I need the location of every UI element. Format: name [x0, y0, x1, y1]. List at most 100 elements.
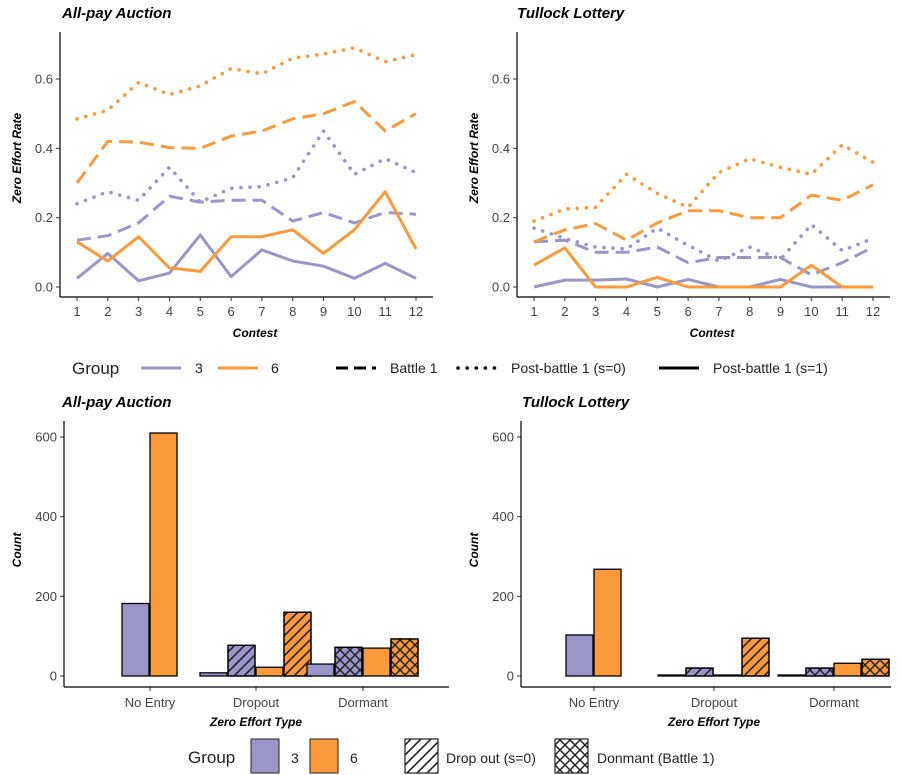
y-tick-label: 0.0: [492, 280, 510, 295]
series-line-group6-battle-1: [533, 183, 874, 244]
y-tick-label: 600: [35, 430, 57, 445]
bar-no-entry-group3: [121, 602, 150, 677]
line-panel-tullock-xlabel: Contest: [690, 326, 736, 340]
line-panel-allpay-title: All-pay Auction: [61, 5, 171, 22]
legend-bottom-swatch-crosshatch: [554, 738, 589, 774]
y-tick-label: 0.6: [35, 72, 53, 87]
x-tick-label: 8: [746, 304, 753, 319]
bar-panel-allpay-title: All-pay Auction: [61, 394, 171, 411]
x-tick-label: No Entry: [125, 695, 176, 710]
x-tick-label: Dormant: [338, 695, 388, 710]
legend-bottom-label-stripe: Drop out (s=0): [446, 750, 536, 766]
x-tick-label: 12: [866, 304, 880, 319]
y-tick-label: 0: [50, 669, 57, 684]
y-tick-label: 0.4: [492, 141, 510, 156]
line-panel-allpay-ylabel: Zero Effort Rate: [10, 112, 24, 204]
line-panel-allpay: All-pay Auction Zero Effort Rate Contest…: [10, 5, 433, 340]
x-tick-label: Dropout: [691, 695, 738, 710]
x-tick-label: 10: [804, 304, 818, 319]
line-panel-allpay-xlabel: Contest: [233, 326, 279, 340]
x-tick-label: 8: [289, 304, 296, 319]
series-line-group6-post-battle-1-s-0: [75, 45, 418, 121]
bar-panel-tullock-ylabel: Count: [467, 532, 481, 568]
bar-dropout-group6: [713, 674, 742, 677]
legend-bottom: Group 3 6 Drop out (s=0) Donmant (Battle…: [188, 738, 715, 774]
y-tick-label: 200: [492, 589, 514, 604]
bar-dormant-group6-crosshatch-overlay: [861, 658, 890, 677]
series-line-group6-battle-1: [75, 100, 417, 184]
legend-bottom-swatch-stripe: [404, 738, 439, 774]
bar-no-entry-group6: [593, 568, 622, 677]
x-tick-label: 3: [135, 304, 142, 319]
x-tick-label: 6: [684, 304, 691, 319]
x-tick-label: 4: [166, 304, 173, 319]
x-tick-label: 11: [835, 304, 849, 319]
series-line-group3-post-battle-1-s-0: [532, 222, 875, 263]
series-line-group6-post-battle-1-s-1: [76, 190, 418, 273]
bar-dormant-group3: [306, 663, 335, 677]
x-tick-label: 2: [104, 304, 111, 319]
line-panel-tullock-title: Tullock Lottery: [517, 5, 625, 22]
x-tick-label: 11: [378, 304, 392, 319]
legend-bottom-label-crosshatch: Donmant (Battle 1): [597, 750, 715, 766]
y-tick-label: 0.2: [492, 210, 510, 225]
bar-dormant-group3: [777, 674, 806, 677]
series-line-group3-post-battle-1-s-1: [76, 233, 417, 283]
x-tick-label: 12: [409, 304, 423, 319]
y-tick-label: 0.2: [35, 210, 53, 225]
x-tick-label: 1: [73, 304, 80, 319]
bar-panel-tullock-title: Tullock Lottery: [522, 394, 630, 411]
x-tick-label: 5: [654, 304, 661, 319]
x-tick-label: 4: [623, 304, 630, 319]
bar-dropout-group6-stripe-overlay: [283, 611, 312, 677]
x-tick-label: 9: [777, 304, 784, 319]
y-tick-label: 400: [492, 509, 514, 524]
y-tick-label: 200: [35, 589, 57, 604]
x-tick-label: 3: [592, 304, 599, 319]
legend-top-label-group6: 6: [271, 360, 279, 376]
legend-top-label-battle1: Battle 1: [390, 360, 438, 376]
y-tick-label: 400: [35, 509, 57, 524]
x-tick-label: 10: [347, 304, 361, 319]
bar-dropout-group6: [255, 666, 284, 677]
x-tick-label: No Entry: [569, 695, 620, 710]
legend-top-label-post-s0: Post-battle 1 (s=0): [511, 360, 626, 376]
bar-dormant-group3-crosshatch-overlay: [334, 646, 363, 677]
bar-dropout-group3: [657, 674, 686, 677]
bar-panel-allpay-xlabel: Zero Effort Type: [209, 715, 302, 729]
legend-bottom-label-group3: 3: [291, 750, 299, 766]
bar-dropout-group3-stripe-overlay: [227, 644, 256, 677]
line-panel-tullock-ylabel: Zero Effort Rate: [467, 112, 481, 204]
x-tick-label: 7: [258, 304, 265, 319]
x-tick-label: 6: [227, 304, 234, 319]
bar-dropout-group3-stripe-overlay: [685, 667, 714, 677]
bar-dropout-group3: [199, 672, 228, 677]
bar-panel-tullock: Tullock Lottery Count Zero Effort Type 0…: [467, 394, 891, 729]
x-tick-label: Dropout: [233, 695, 280, 710]
x-tick-label: 1: [530, 304, 537, 319]
legend-bottom-title: Group: [188, 748, 235, 767]
y-tick-label: 0.0: [35, 280, 53, 295]
bar-dormant-group6: [833, 662, 862, 677]
series-line-group6-post-battle-1-s-0: [532, 143, 875, 223]
x-tick-label: Dormant: [809, 695, 859, 710]
legend-top-title: Group: [72, 359, 119, 378]
legend-top-label-group3: 3: [195, 360, 203, 376]
y-tick-label: 0: [507, 669, 514, 684]
bar-dormant-group3-crosshatch-overlay: [805, 667, 834, 677]
series-line-group6-post-battle-1-s-1: [533, 246, 873, 289]
y-tick-label: 600: [492, 430, 514, 445]
legend-bottom-swatch-group6: [309, 738, 339, 774]
x-tick-label: 2: [561, 304, 568, 319]
bar-panel-tullock-xlabel: Zero Effort Type: [667, 715, 760, 729]
legend-top: Group 3 6 Battle 1 Post-battle 1 (s=0) P…: [72, 359, 828, 378]
legend-bottom-swatch-group3: [250, 738, 280, 774]
bar-panel-allpay-ylabel: Count: [10, 532, 24, 568]
legend-top-label-post-s1: Post-battle 1 (s=1): [713, 360, 828, 376]
x-tick-label: 7: [715, 304, 722, 319]
y-tick-label: 0.4: [35, 141, 53, 156]
bar-dormant-group6: [362, 647, 391, 677]
y-tick-label: 0.6: [492, 72, 510, 87]
bar-dormant-group6-crosshatch-overlay: [390, 638, 419, 677]
